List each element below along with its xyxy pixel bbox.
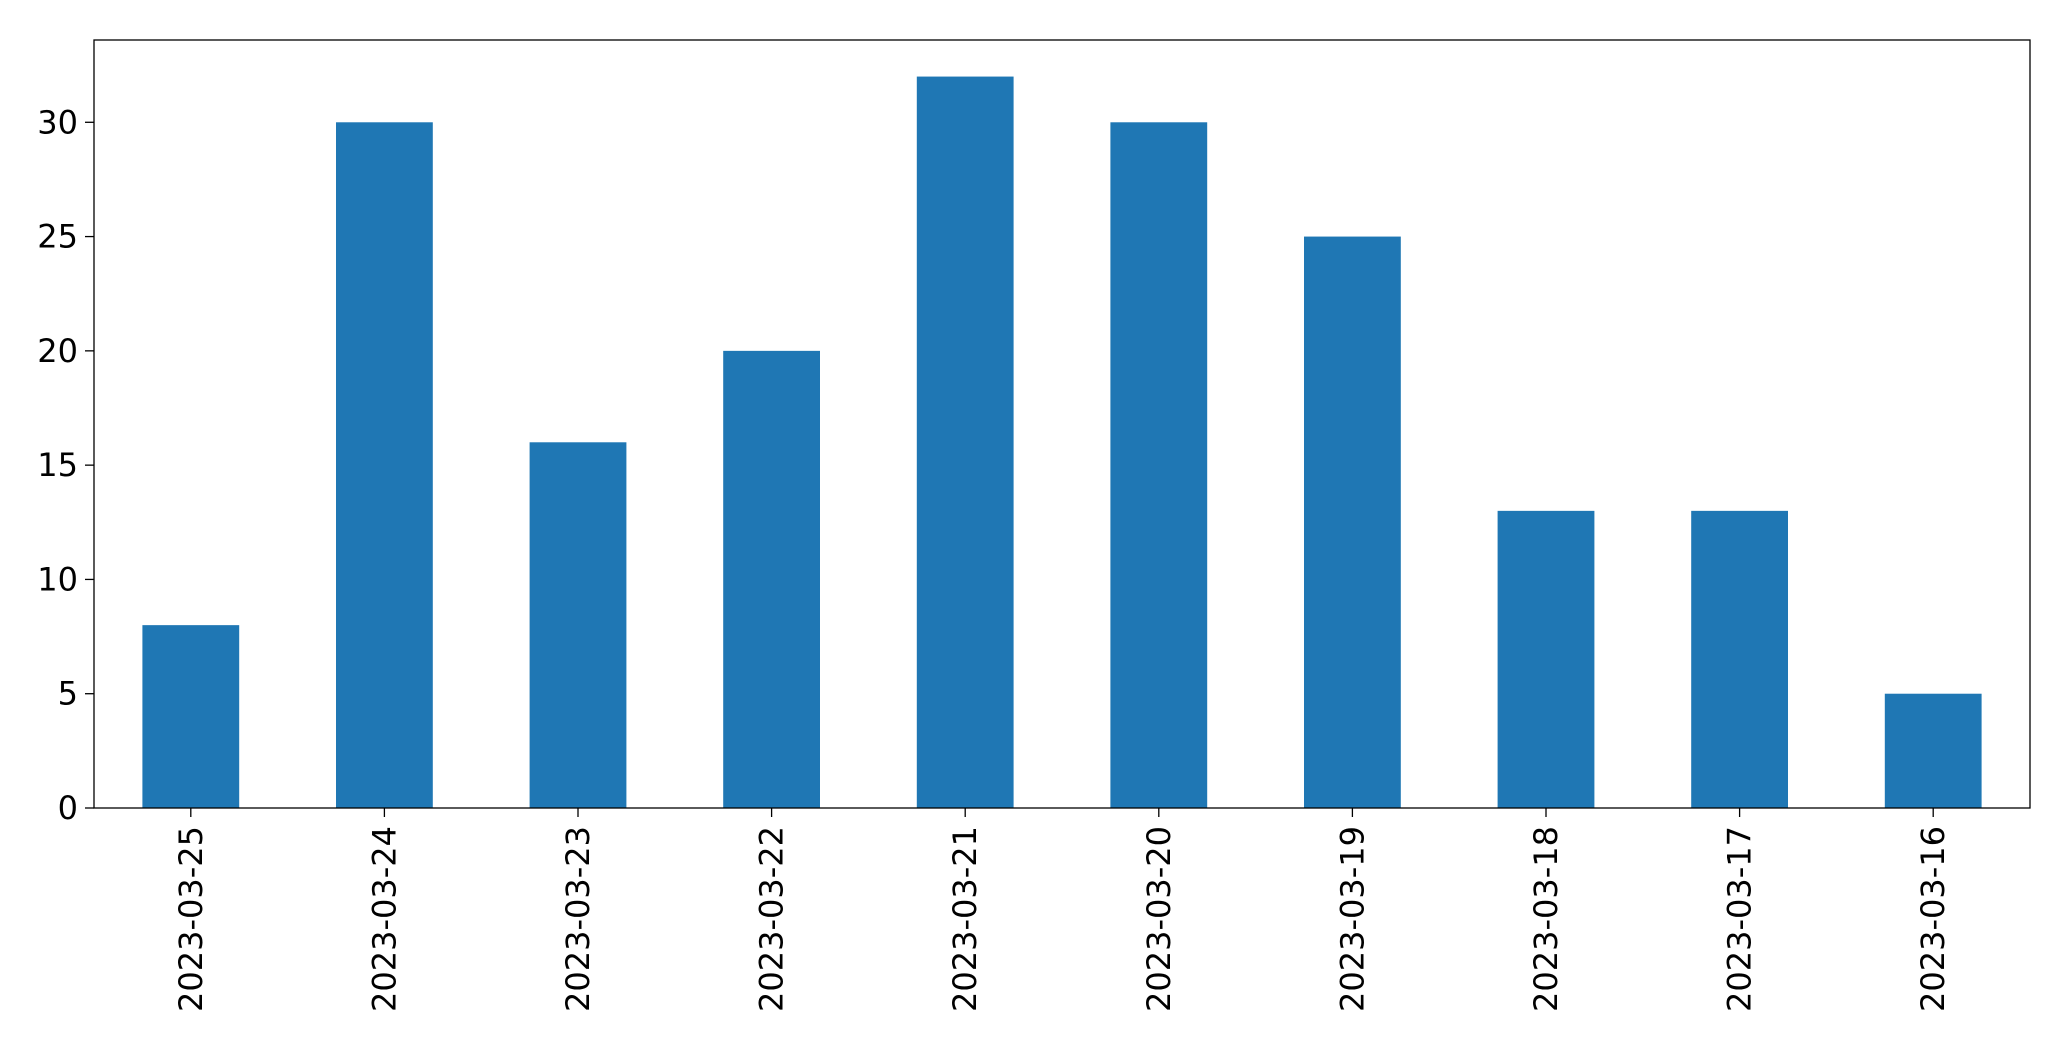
bar <box>1497 510 1595 808</box>
bar <box>1691 510 1788 808</box>
y-tick-label: 5 <box>58 675 78 713</box>
y-tick-label: 25 <box>37 218 78 256</box>
x-tick-label: 2023-03-22 <box>753 826 791 1012</box>
x-tick-label: 2023-03-16 <box>1914 826 1952 1012</box>
x-tick-label: 2023-03-18 <box>1527 826 1565 1012</box>
bar <box>1304 236 1401 809</box>
x-tick-label: 2023-03-19 <box>1333 826 1371 1012</box>
x-tick-label: 2023-03-25 <box>172 826 210 1012</box>
y-tick-label: 0 <box>58 789 78 827</box>
y-tick-label: 10 <box>37 560 78 598</box>
x-tick-label: 2023-03-17 <box>1721 826 1759 1012</box>
x-tick-label: 2023-03-21 <box>946 826 984 1012</box>
plot-frame <box>93 39 2031 809</box>
bar <box>916 76 1014 809</box>
bar <box>1110 122 1208 809</box>
y-tick-label: 20 <box>37 332 78 370</box>
x-tick-label: 2023-03-24 <box>365 826 403 1012</box>
y-tick-label: 15 <box>37 446 78 484</box>
bar <box>142 625 240 808</box>
x-tick-label: 2023-03-20 <box>1140 826 1178 1012</box>
bar <box>723 350 820 808</box>
bar <box>1884 693 1982 808</box>
x-tick-label: 2023-03-23 <box>559 826 597 1012</box>
bar <box>529 442 627 808</box>
bar <box>336 122 433 809</box>
y-tick-label: 30 <box>37 103 78 141</box>
